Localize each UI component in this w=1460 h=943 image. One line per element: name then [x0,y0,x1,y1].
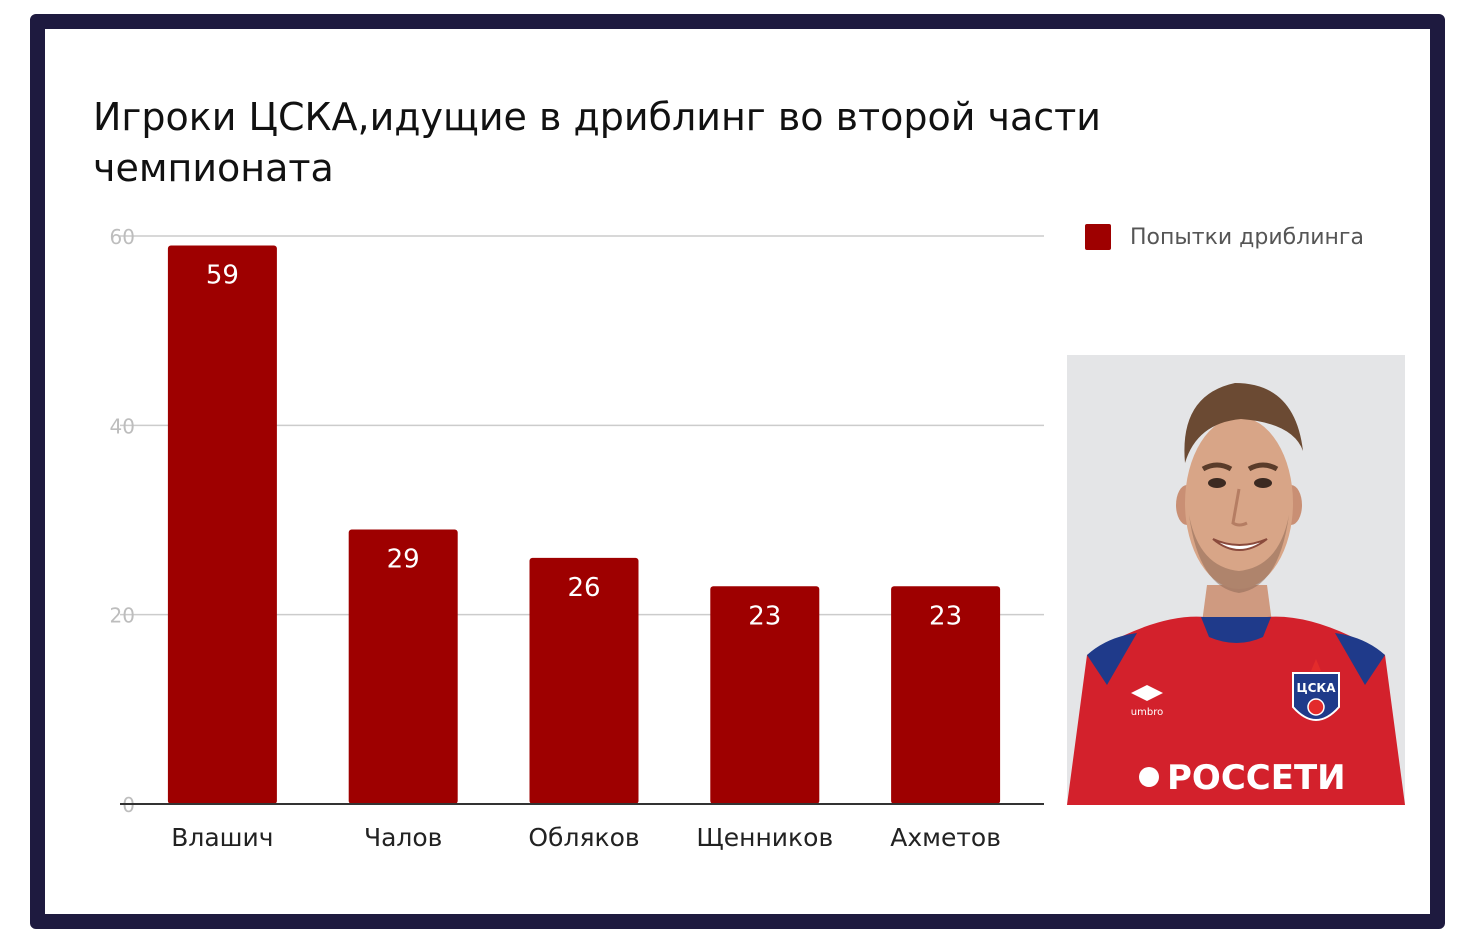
bar [167,245,277,804]
bar-value-label: 23 [929,601,962,631]
legend-label: Попытки дриблинга [1130,224,1364,250]
x-tick-label: Обляков [528,823,639,852]
x-tick-label: Ахметов [890,823,1001,852]
club-badge-icon: ЦСКА [1292,659,1340,721]
hair-shape [1184,383,1303,463]
bar-value-label: 59 [206,260,239,290]
y-tick-label: 20 [110,604,135,628]
x-tick-label: Влашич [171,823,273,852]
jersey-shape [1067,616,1405,805]
y-tick-label: 60 [110,225,135,249]
bar-value-label: 23 [748,601,781,631]
bar [710,586,820,804]
bar-value-label: 29 [387,544,420,574]
chart-title: Игроки ЦСКА,идущие в дриблинг во второй … [93,95,1101,190]
bar-value-label: 26 [567,573,600,603]
legend: Попытки дриблинга [1085,224,1364,250]
jersey-brand-text: umbro [1131,707,1163,718]
bar [891,586,1001,804]
x-tick-label: Чалов [364,823,442,852]
player-photo: umbro ЦСКА РОССЕТИ [1067,355,1405,805]
x-tick-label: Щенников [696,823,833,852]
club-badge-text: ЦСКА [1296,681,1336,695]
umbro-logo: umbro [1131,685,1163,718]
player-photo-illustration: umbro ЦСКА РОССЕТИ [1067,383,1405,805]
legend-swatch [1085,224,1111,250]
bar [348,529,458,804]
y-tick-label: 40 [110,414,135,438]
bar [529,557,639,804]
face-shape [1185,417,1293,589]
sponsor-text: РОССЕТИ [1167,758,1346,798]
sponsor-logo: РОССЕТИ [1139,758,1346,798]
